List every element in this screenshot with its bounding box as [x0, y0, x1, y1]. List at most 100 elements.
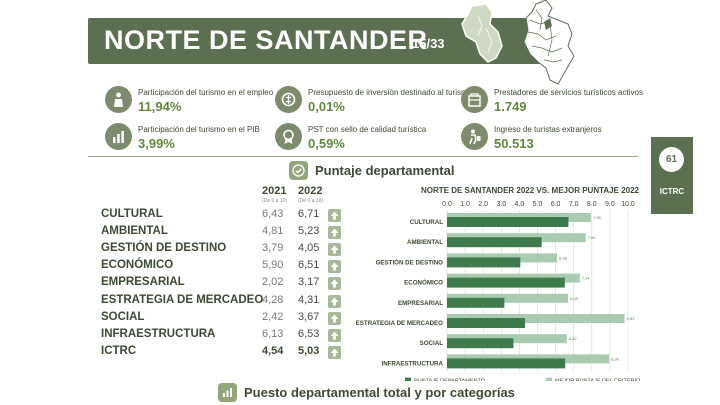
best-value-label: 7,34: [582, 276, 591, 281]
category-label: CULTURAL: [410, 219, 443, 226]
indicator-label: Participación del turismo en el empleo: [138, 88, 274, 97]
indicator-label: Ingreso de turistas extranjeros: [494, 125, 602, 134]
score-row-category: AMBIENTAL: [101, 225, 168, 238]
best-value-label: 6,62: [569, 336, 578, 341]
legend-swatch-mejor: [546, 377, 552, 381]
best-value-label: 6,08: [559, 255, 568, 260]
column-header-2021: 2021: [262, 185, 287, 197]
score-row-category: ECONÓMICO: [101, 259, 174, 272]
indicator-value: 11,94%: [138, 99, 182, 114]
trend-up-icon: [328, 209, 341, 222]
bar-puntaje-departamento: [447, 237, 542, 248]
category-label: GESTIÓN DE DESTINO: [376, 258, 444, 266]
page-counter: 15/33: [412, 36, 445, 51]
score-2021-value: 4,81: [262, 225, 284, 238]
x-tick-label: 1.0: [460, 201, 470, 208]
page-title: NORTE DE SANTANDER: [104, 25, 428, 55]
indicator-value: 3,99%: [138, 136, 175, 151]
quality-seal-icon: [275, 123, 302, 150]
header: NORTE DE SANTANDER 15/33: [0, 0, 720, 85]
trend-up-icon: [328, 328, 341, 342]
indicator-employment: Participación del turismo en el empleo 1…: [105, 86, 295, 120]
rank-label: ICTRC: [659, 187, 685, 196]
score-2021-value: 3,79: [262, 242, 284, 255]
legend-label-departamento: PUNTAJE DEPARTAMENTO: [414, 379, 486, 381]
tourists-icon: [461, 123, 488, 150]
x-tick-label: 2.0: [478, 201, 488, 208]
x-tick-label: 10.0: [621, 201, 635, 208]
bar-puntaje-departamento: [447, 217, 569, 227]
colombia-map-icon: [523, 0, 575, 85]
trend-up-icon: [328, 311, 341, 325]
bar-puntaje-departamento: [447, 257, 521, 268]
best-value-label: 9,81: [627, 316, 636, 321]
x-tick-label: 4.0: [515, 201, 525, 208]
x-tick-label: 3.0: [496, 201, 506, 208]
score-row-category: GESTIÓN DE DESTINO: [101, 242, 227, 255]
column-subheader-2022: (De 0 a 10): [298, 198, 324, 204]
category-label: EMPRESARIAL: [398, 300, 443, 307]
score-section-title: Puntaje departamental: [315, 163, 455, 178]
score-row-category: INFRAESTRUCTURA: [101, 327, 216, 340]
region-map-icon: [461, 3, 503, 63]
trend-up-icon: [328, 243, 341, 257]
category-label: ECONÓMICO: [404, 279, 443, 287]
score-2022-value: 6,53: [298, 327, 320, 340]
pib-icon: [105, 123, 132, 150]
score-2021-value: 4,54: [262, 344, 284, 357]
column-header-2022: 2022: [298, 185, 323, 197]
score-2022-value: 3,17: [298, 276, 320, 289]
comparison-bar-chart: 0.0 1.0 2.0 3.0 4.0 5.0 6.0 7.0 8.0 9.0 10.0 7,95 CU…: [356, 201, 641, 381]
score-2022-value: 5,03: [298, 344, 320, 357]
bar-chart-icon: [218, 383, 237, 402]
score-row-category: ESTRATEGIA DE MERCADEO: [101, 293, 264, 306]
score-2022-value: 6,71: [298, 208, 320, 220]
indicator-tourists: Ingreso de turistas extranjeros 50.513: [461, 123, 651, 157]
indicator-label: Presupuesto de inversión destinado al tu…: [308, 88, 473, 97]
bar-puntaje-departamento: [447, 338, 514, 349]
budget-icon: [275, 86, 302, 113]
indicator-budget: Presupuesto de inversión destinado al tu…: [275, 86, 472, 120]
indicator-value: 0,01%: [308, 99, 345, 114]
x-tick-label: 0.0: [442, 201, 452, 208]
x-tick-label: 7.0: [569, 201, 579, 208]
category-label: SOCIAL: [420, 340, 444, 347]
legend-label-mejor: MEJOR PUNTAJE DEL CRITERIO: [555, 379, 641, 381]
bar-puntaje-departamento: [447, 318, 526, 328]
x-tick-label: 8.0: [587, 201, 597, 208]
trend-up-icon: [328, 226, 341, 240]
score-row-category: ICTRC: [101, 344, 137, 357]
rank-number: 61: [659, 147, 684, 172]
column-subheader-2021: (De 0 a 10): [262, 198, 288, 204]
score-row-category: CULTURAL: [101, 208, 163, 220]
bar-mejor-puntaje: [447, 314, 625, 323]
legend-swatch-departamento: [405, 377, 411, 381]
score-2021-value: 2,42: [262, 310, 284, 323]
category-label: AMBIENTAL: [407, 239, 443, 246]
indicator-label: Prestadores de servicios turísticos acti…: [494, 88, 643, 97]
trend-up-icon: [328, 345, 341, 359]
indicator-pib: Participación del turismo en el PIB 3,99…: [105, 123, 295, 157]
score-2021-value: 6,43: [262, 208, 284, 220]
x-tick-label: 9.0: [605, 201, 615, 208]
trend-up-icon: [328, 277, 341, 291]
best-value-label: 6,69: [570, 296, 579, 301]
indicator-value: 1.749: [494, 99, 527, 114]
bar-puntaje-departamento: [447, 358, 566, 369]
indicator-value: 0,59%: [308, 136, 345, 151]
category-label: INFRAESTRUCTURA: [381, 360, 443, 367]
score-2022-value: 3,67: [298, 310, 320, 323]
score-row-category: EMPRESARIAL: [101, 276, 185, 289]
indicator-label: PST con sello de calidad turística: [308, 125, 427, 134]
score-2021-value: 6,13: [262, 327, 284, 340]
trend-up-icon: [328, 294, 341, 308]
score-2022-value: 4,05: [298, 242, 320, 255]
checkmark-icon: [289, 161, 308, 180]
score-2021-value: 2,02: [262, 276, 284, 289]
score-2022-value: 6,51: [298, 259, 320, 272]
bar-mejor-puntaje: [447, 293, 569, 303]
providers-icon: [461, 86, 488, 113]
ranking-section-title: Puesto departamental total y por categor…: [244, 385, 515, 400]
indicator-quality-seal: PST con sello de calidad turística 0,59%: [275, 123, 465, 157]
x-tick-label: 6.0: [551, 201, 561, 208]
